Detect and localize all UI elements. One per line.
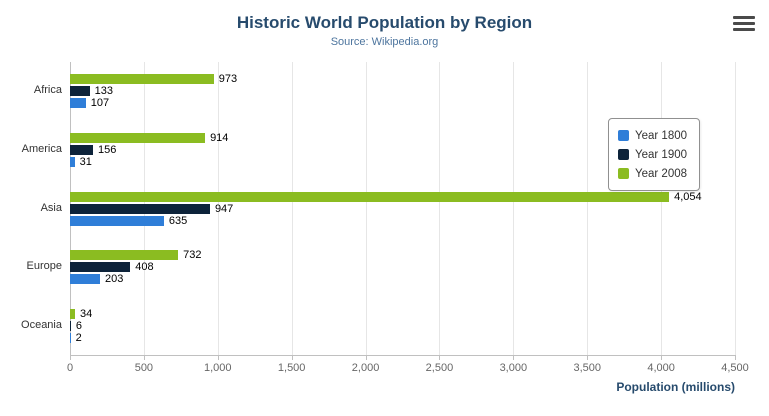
legend: Year 1800 Year 1900 Year 2008	[608, 118, 701, 191]
bar-year-1800-africa[interactable]	[70, 98, 86, 109]
axis-tick	[661, 355, 663, 360]
gridline	[587, 62, 589, 355]
legend-marker	[618, 168, 629, 179]
bar-year-1800-america[interactable]	[70, 156, 75, 167]
bar-year-1900-africa[interactable]	[70, 86, 90, 97]
bar-value-label: 2	[75, 331, 82, 344]
x-tick-label: 4,500	[721, 362, 749, 374]
bar-value-label: 914	[210, 131, 229, 144]
gridline	[661, 62, 663, 355]
bar-value-label: 973	[218, 73, 238, 86]
x-tick-label: 2,000	[351, 362, 380, 374]
gridline	[439, 62, 441, 355]
bar-year-2008-europe[interactable]	[70, 250, 179, 261]
hamburger-line	[733, 28, 755, 31]
x-tick-label: 3,500	[573, 362, 601, 374]
bar-value-label: 732	[183, 249, 202, 262]
legend-items: Year 1800 Year 1900 Year 2008	[618, 126, 687, 183]
bar-year-1800-oceania[interactable]	[70, 332, 71, 343]
category-label: America	[21, 142, 62, 155]
bar-value-label: 635	[168, 214, 188, 227]
bar-value-label: 203	[104, 273, 124, 286]
bar-value-label: 947	[214, 202, 234, 215]
x-axis-title: Population (millions)	[616, 380, 735, 394]
x-tick-label: 0	[66, 362, 74, 374]
bar-value-label: 6	[75, 319, 82, 332]
bar-year-2008-america[interactable]	[70, 132, 206, 143]
axis-tick	[587, 355, 589, 360]
axis-tick	[143, 355, 145, 360]
hamburger-icon[interactable]	[733, 16, 755, 32]
axis-tick	[217, 355, 219, 360]
category-label: Oceania	[21, 318, 62, 331]
gridline	[291, 62, 293, 355]
chart-subtitle: Source: Wikipedia.org	[330, 36, 439, 48]
legend-item-year-2008[interactable]: Year 2008	[618, 164, 687, 183]
bar-year-1900-america[interactable]	[70, 144, 94, 155]
gridline	[365, 62, 367, 355]
legend-label: Year 1800	[635, 129, 688, 142]
gridline	[217, 62, 219, 355]
x-tick-label: 3,000	[499, 362, 528, 374]
category-axis: Africa America Asia Europe Oceania	[0, 62, 62, 355]
bar-year-2008-africa[interactable]	[70, 74, 214, 85]
bar-year-1900-europe[interactable]	[70, 262, 131, 273]
bar-year-1800-europe[interactable]	[70, 274, 100, 285]
bar-value-label: 107	[90, 97, 110, 110]
bar-value-label: 4,054	[674, 190, 702, 203]
bar-value-label: 31	[79, 155, 92, 168]
plot-area: 973 133 107 914 156 31 4,054 947 635 732 408 203 34 6…	[70, 62, 736, 355]
legend-item-year-1900[interactable]: Year 1900	[618, 145, 687, 164]
legend-marker	[618, 130, 629, 141]
legend-label: Year 2008	[635, 167, 688, 180]
bar-year-2008-asia[interactable]	[70, 191, 670, 202]
hamburger-line	[733, 22, 755, 25]
category-label: Europe	[26, 260, 62, 273]
bar-value-label: 156	[98, 143, 117, 156]
bar-year-1800-asia[interactable]	[70, 215, 164, 226]
bar-year-1900-asia[interactable]	[70, 203, 210, 214]
x-axis-line	[70, 355, 736, 356]
x-tick-label: 2,500	[425, 362, 454, 374]
bar-value-label: 408	[135, 261, 154, 274]
axis-tick	[70, 355, 71, 360]
gridline	[735, 62, 736, 355]
x-tick-label: 1,500	[277, 362, 306, 374]
bar-value-label: 133	[94, 85, 113, 98]
x-tick-label: 1,000	[204, 362, 232, 374]
axis-tick	[735, 355, 736, 360]
bar-year-1900-oceania[interactable]	[70, 320, 71, 331]
axis-tick	[365, 355, 367, 360]
axis-tick	[513, 355, 515, 360]
gridline	[513, 62, 515, 355]
legend-item-year-1800[interactable]: Year 1800	[618, 126, 687, 145]
category-label: Asia	[40, 201, 62, 214]
x-tick-label: 4,000	[647, 362, 675, 374]
axis-tick	[291, 355, 293, 360]
axis-tick	[439, 355, 441, 360]
legend-marker	[618, 149, 629, 160]
category-label: Africa	[33, 84, 62, 97]
hamburger-line	[733, 16, 755, 19]
bar-value-label: 34	[80, 307, 93, 320]
x-tick-label: 500	[134, 362, 154, 374]
bar-year-2008-oceania[interactable]	[70, 308, 76, 319]
legend-label: Year 1900	[635, 148, 688, 161]
chart-title: Historic World Population by Region	[236, 13, 533, 32]
